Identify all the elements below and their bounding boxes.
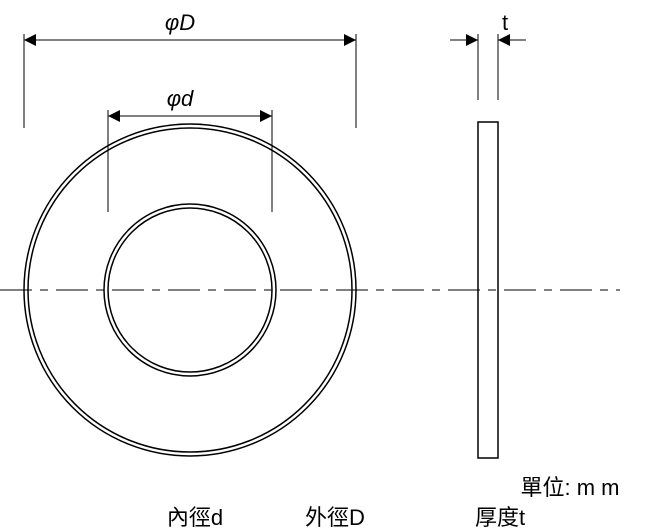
washer-diagram	[0, 0, 662, 526]
legend-D: 外徑D	[305, 500, 365, 532]
legend-t: 厚度t	[475, 500, 525, 532]
legend-d: 內徑d	[167, 500, 223, 532]
dim-D-label: φD	[165, 10, 195, 36]
unit-label: 單位: m m	[521, 470, 620, 502]
dim-t-label: t	[502, 10, 508, 36]
dim-d-label: φd	[167, 86, 194, 112]
